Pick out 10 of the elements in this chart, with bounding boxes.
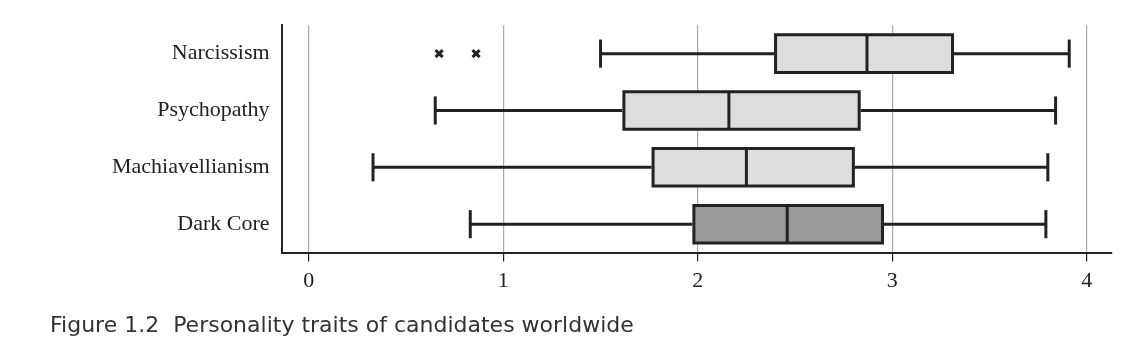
y-tick-label: Machiavellianism: [112, 153, 270, 179]
y-tick-label: Psychopathy: [157, 96, 270, 122]
x-tick-label: 0: [303, 266, 315, 292]
y-tick-label: Narcissism: [171, 39, 270, 65]
x-tick-label: 2: [692, 266, 704, 292]
x-tick-label: 4: [1081, 266, 1093, 292]
y-tick-label: Dark Core: [177, 209, 270, 235]
text: Figure 1.2 Personality traits of candidates worldwide: [50, 312, 634, 337]
x-tick-label: 1: [497, 266, 509, 292]
x-tick-label: 3: [886, 266, 898, 292]
